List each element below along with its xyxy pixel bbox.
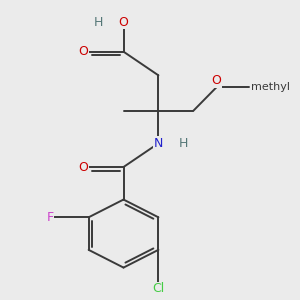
Text: F: F [46, 211, 54, 224]
Text: O: O [79, 45, 88, 58]
Text: O: O [118, 16, 128, 28]
Text: N: N [154, 137, 163, 150]
Text: H: H [179, 137, 188, 150]
Text: Cl: Cl [152, 282, 164, 296]
Text: H: H [94, 16, 103, 28]
Text: methyl: methyl [251, 82, 290, 92]
Text: O: O [79, 160, 88, 173]
Text: O: O [212, 74, 221, 87]
